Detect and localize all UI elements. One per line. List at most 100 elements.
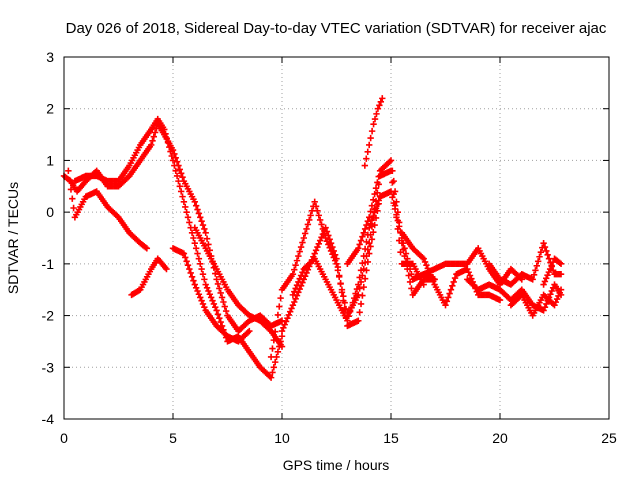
data-point xyxy=(274,348,282,355)
data-point xyxy=(556,259,563,267)
data-point xyxy=(278,343,286,350)
data-point xyxy=(67,186,75,193)
data-point xyxy=(370,121,377,128)
data-point xyxy=(356,274,363,281)
data-point xyxy=(273,320,280,327)
data-point xyxy=(304,221,312,228)
data-point xyxy=(195,210,203,217)
data-point xyxy=(543,275,550,282)
data-point xyxy=(368,127,376,135)
data-point xyxy=(173,158,181,165)
data-point xyxy=(207,294,215,301)
data-point xyxy=(289,291,297,299)
data-point xyxy=(213,276,220,283)
data-point xyxy=(299,269,306,276)
data-point xyxy=(306,216,313,224)
data-point xyxy=(202,281,209,288)
data-point xyxy=(297,243,305,251)
data-point xyxy=(284,314,291,322)
data-point xyxy=(218,294,226,301)
data-point xyxy=(281,321,288,328)
data-point xyxy=(373,110,380,118)
data-point xyxy=(544,272,551,279)
data-point xyxy=(293,257,301,264)
data-point xyxy=(532,267,539,274)
data-point xyxy=(217,318,224,326)
data-point xyxy=(534,258,542,265)
data-point xyxy=(292,295,299,302)
data-point xyxy=(220,298,227,306)
data-point xyxy=(447,286,455,293)
data-point xyxy=(337,280,344,288)
data-point xyxy=(371,190,378,198)
data-point xyxy=(545,255,553,262)
data-point xyxy=(179,174,186,181)
data-point xyxy=(191,239,198,247)
data-point xyxy=(201,276,208,283)
data-point xyxy=(203,284,211,291)
data-point xyxy=(222,307,230,315)
data-point xyxy=(372,185,380,192)
data-point xyxy=(496,296,504,304)
data-point xyxy=(336,272,343,279)
data-point xyxy=(183,208,190,216)
data-point xyxy=(288,305,295,312)
grid-lines xyxy=(64,57,609,419)
x-tick-label: 25 xyxy=(601,430,617,446)
data-point xyxy=(285,311,293,319)
data-point xyxy=(405,272,412,279)
data-point xyxy=(545,268,553,276)
data-point xyxy=(360,283,367,291)
data-point xyxy=(421,258,429,266)
data-point xyxy=(180,198,188,205)
data-point xyxy=(364,148,371,156)
data-point xyxy=(363,221,370,229)
data-point xyxy=(192,284,200,291)
data-point xyxy=(537,249,545,256)
data-point xyxy=(374,105,382,112)
data-point xyxy=(177,170,185,177)
data-point xyxy=(197,260,204,268)
data-point xyxy=(315,212,322,219)
data-point xyxy=(450,278,457,286)
data-point xyxy=(387,157,395,164)
data-point xyxy=(361,245,369,253)
data-point xyxy=(278,327,286,335)
data-point xyxy=(375,197,382,204)
data-point xyxy=(346,308,354,315)
data-point xyxy=(549,267,557,274)
data-point xyxy=(65,167,72,174)
data-point xyxy=(188,273,196,280)
data-point xyxy=(540,307,547,314)
data-point xyxy=(192,245,200,252)
data-point xyxy=(163,265,170,273)
data-point xyxy=(297,272,305,279)
data-point xyxy=(191,198,198,205)
data-point xyxy=(184,261,192,269)
data-point xyxy=(307,212,314,219)
data-point xyxy=(379,95,386,102)
axis-ticks: 0 5 10 15 20 25 -4 -3 -2 -1 0 1 2 3 xyxy=(42,49,617,446)
data-point xyxy=(277,294,284,302)
data-point xyxy=(360,252,367,260)
data-point xyxy=(289,271,297,278)
data-point xyxy=(553,295,561,303)
data-point xyxy=(167,148,174,155)
data-point xyxy=(556,289,563,297)
data-point xyxy=(197,214,204,221)
data-point xyxy=(267,353,275,361)
data-point xyxy=(213,307,220,314)
data-point xyxy=(557,286,565,293)
data-point xyxy=(389,167,396,174)
data-point xyxy=(314,243,321,251)
data-point xyxy=(371,115,379,123)
data-point xyxy=(205,287,212,295)
x-tick-label: 10 xyxy=(274,430,290,446)
data-point xyxy=(366,141,373,149)
data-point xyxy=(169,157,177,164)
data-point xyxy=(540,239,547,247)
data-point xyxy=(295,278,302,286)
data-point xyxy=(442,302,449,309)
y-tick-label: 1 xyxy=(46,152,54,168)
data-point xyxy=(364,258,372,266)
